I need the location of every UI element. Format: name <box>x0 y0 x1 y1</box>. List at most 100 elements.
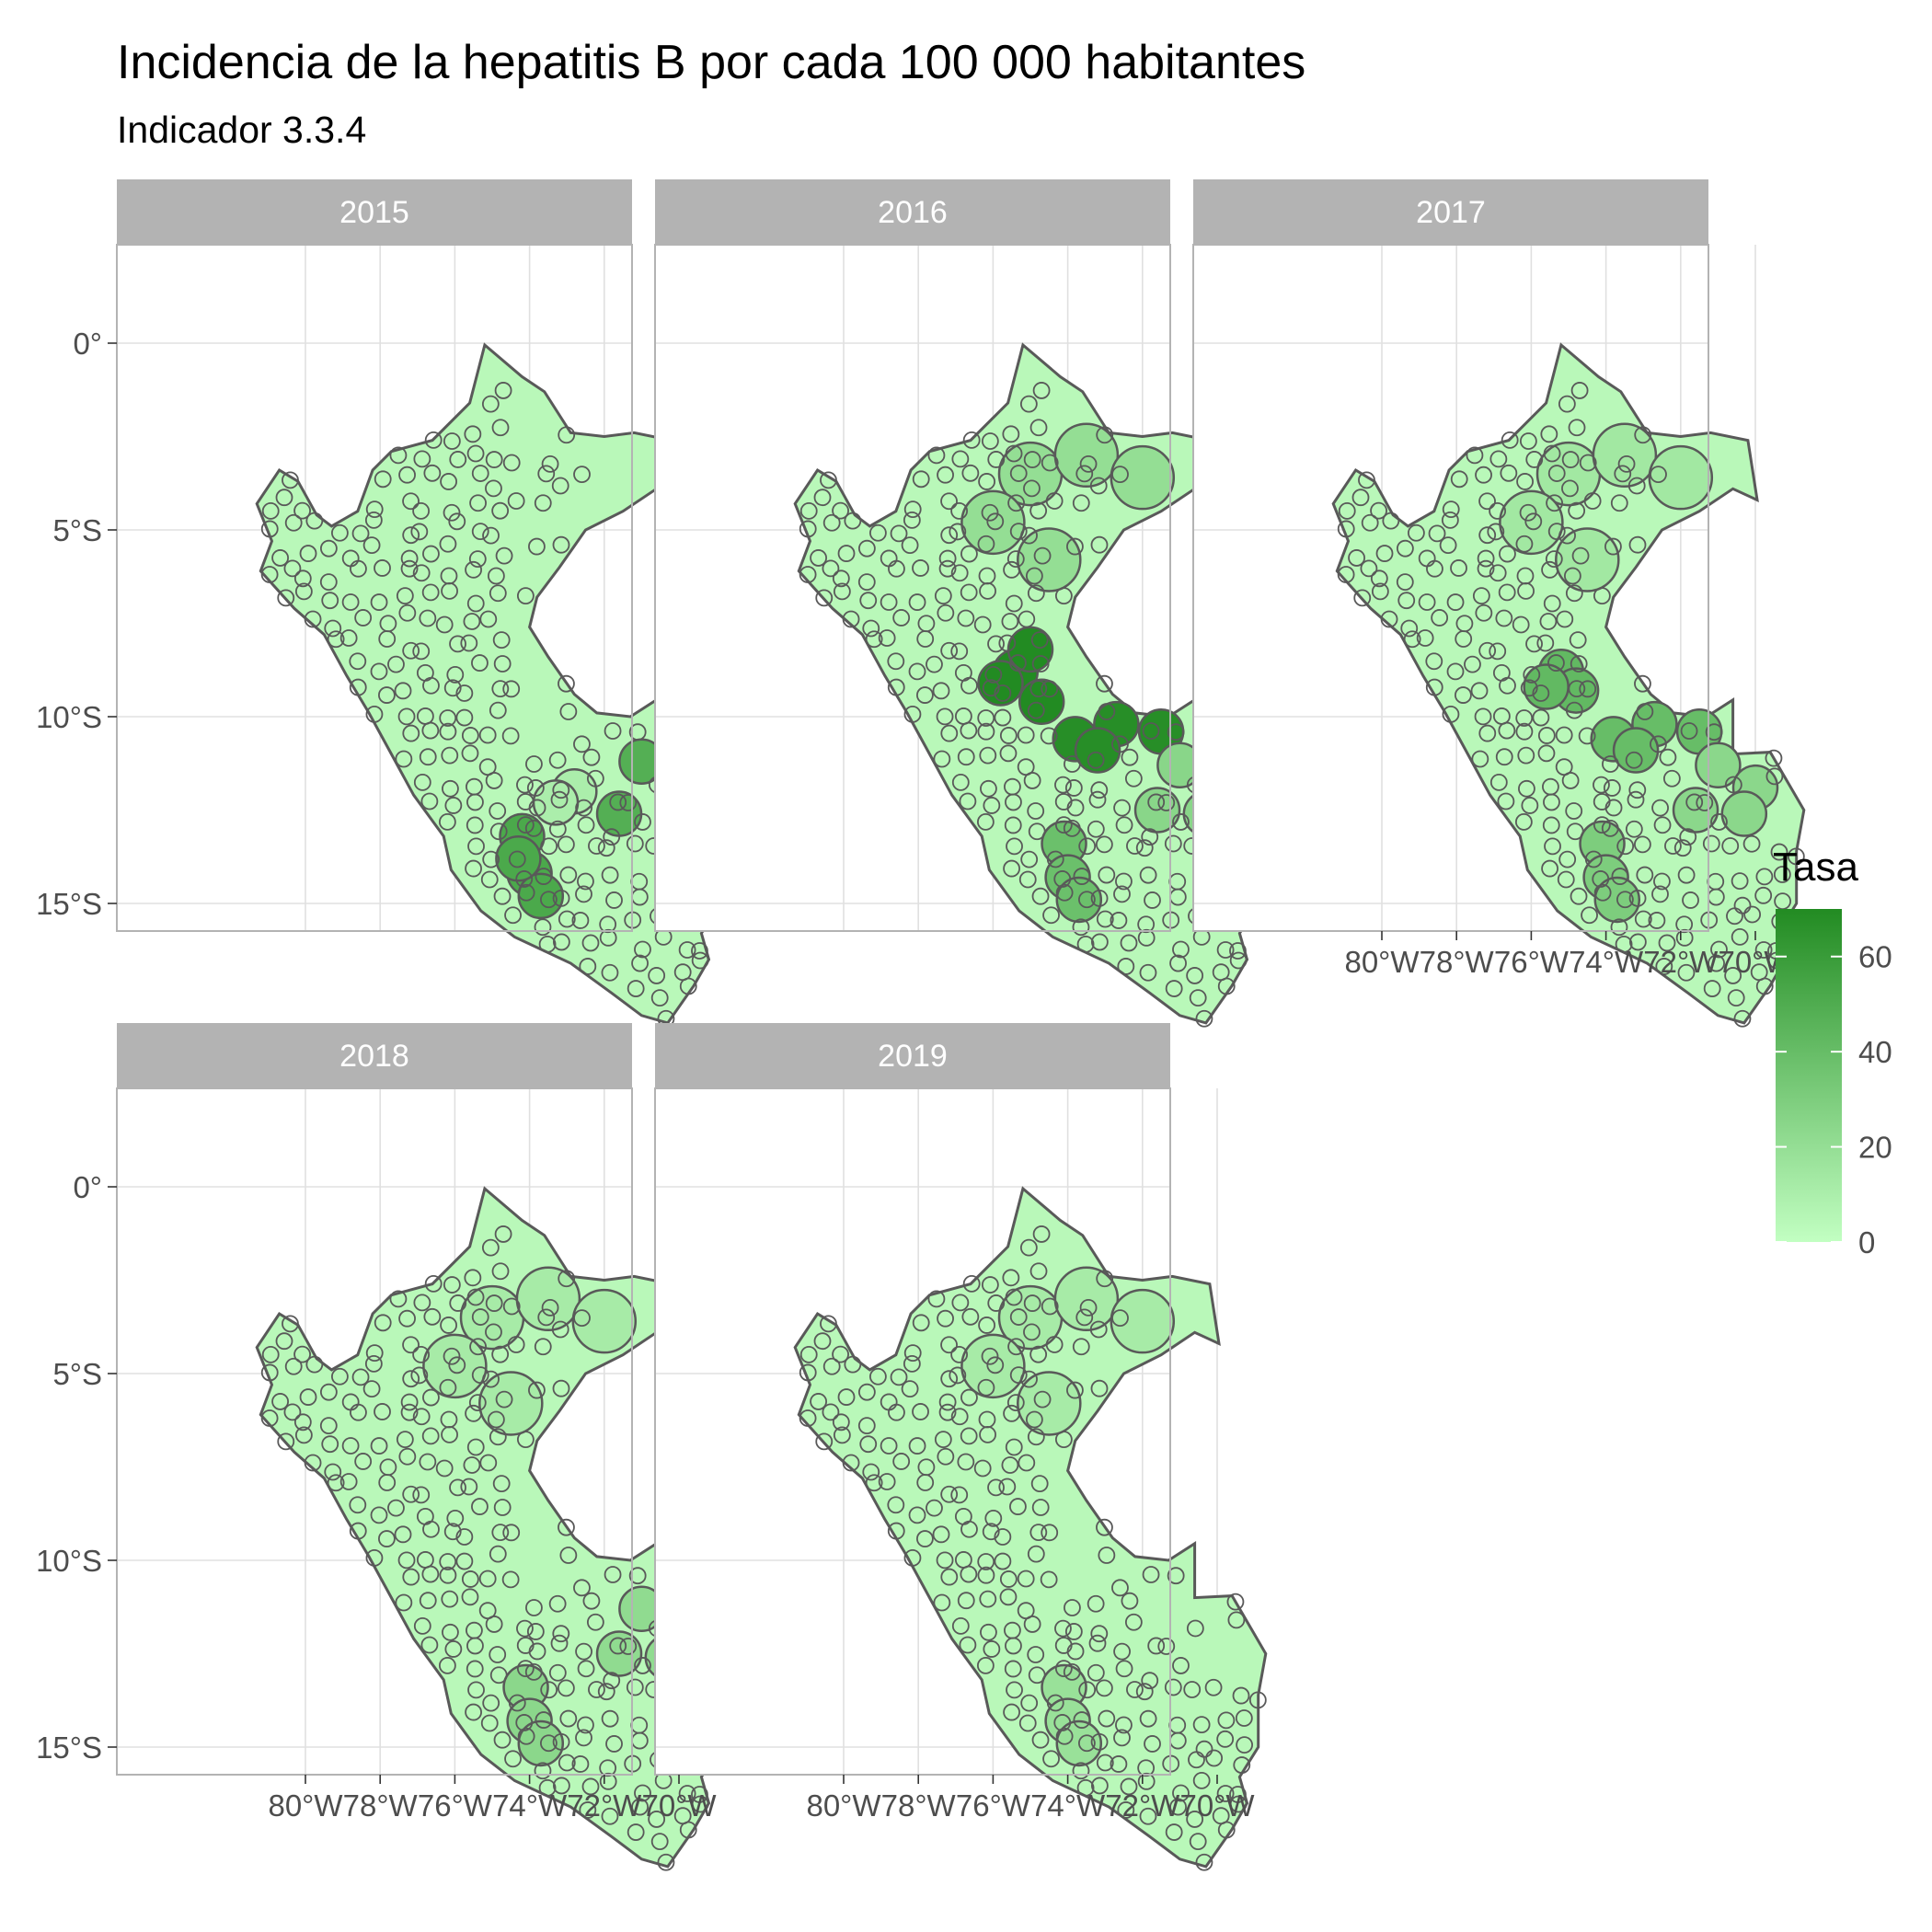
province-border <box>619 794 638 811</box>
x-tick-label: 76°W <box>418 1788 493 1823</box>
province-border <box>481 395 500 413</box>
province-border <box>1072 918 1090 937</box>
country-outline <box>255 342 730 1025</box>
province-border <box>573 735 591 753</box>
province-border <box>937 1447 955 1466</box>
province-border <box>534 918 552 937</box>
province-border <box>950 1486 969 1504</box>
province-border <box>832 569 850 588</box>
province-border <box>916 686 934 704</box>
province-border <box>351 1368 370 1386</box>
province-border <box>362 536 381 555</box>
province-border <box>880 1437 898 1455</box>
province-border <box>442 1623 459 1641</box>
province-border <box>441 746 459 765</box>
province-border <box>304 610 322 628</box>
province-border <box>455 1552 474 1570</box>
province-border <box>961 464 980 482</box>
province-border <box>1137 928 1156 947</box>
province-border <box>1655 958 1673 975</box>
province-border <box>1007 494 1025 512</box>
province-border <box>959 792 977 811</box>
province-border <box>1141 828 1159 846</box>
strip-2017 <box>1193 179 1708 245</box>
province-border <box>402 492 420 511</box>
province-border <box>387 1499 405 1517</box>
province-border <box>1009 1308 1028 1326</box>
province-border <box>1611 868 1629 885</box>
province-border <box>842 1454 860 1472</box>
province-border <box>1382 512 1400 530</box>
province-border <box>1755 868 1774 886</box>
province-border <box>1113 1642 1131 1661</box>
province-border <box>1031 1499 1050 1516</box>
province-border <box>466 594 485 613</box>
strip-2015 <box>117 179 632 245</box>
province-border <box>1088 790 1107 809</box>
province-border <box>1472 587 1490 605</box>
province-border <box>1157 1638 1176 1655</box>
province-border <box>976 1656 995 1674</box>
province-border <box>412 642 431 661</box>
province-border <box>1360 559 1378 578</box>
province-border <box>275 1332 293 1351</box>
province-border <box>1142 1566 1160 1583</box>
province-border <box>1004 816 1022 834</box>
province-border <box>1546 494 1563 512</box>
province-border <box>412 1486 431 1504</box>
province-border <box>862 619 880 638</box>
province-border <box>1441 511 1459 529</box>
province-border <box>277 589 295 607</box>
province-border <box>396 587 414 605</box>
province-border <box>558 1754 576 1772</box>
province-border <box>374 1403 391 1420</box>
province-border <box>960 545 978 563</box>
province-border <box>813 489 832 507</box>
strip-label-2018: 2018 <box>339 1039 409 1074</box>
province-border <box>934 587 952 605</box>
province-border <box>1351 489 1370 507</box>
province-border <box>471 1308 489 1326</box>
province-border <box>813 1332 832 1351</box>
province-border <box>1616 837 1635 856</box>
province-border <box>1088 1634 1107 1652</box>
region-ucayali-atalaya <box>1074 727 1121 774</box>
province-border <box>439 709 457 727</box>
province-border <box>973 1459 992 1478</box>
province-border <box>271 549 289 567</box>
y-tick-label: 10°S <box>36 700 102 734</box>
province-border <box>410 1366 429 1385</box>
province-border <box>799 1409 817 1427</box>
province-border <box>1248 1691 1267 1709</box>
province-border <box>1029 1345 1048 1363</box>
province-border <box>1041 454 1059 472</box>
province-border <box>1515 722 1534 741</box>
province-border <box>1169 954 1187 972</box>
province-border <box>1593 587 1611 605</box>
province-border <box>938 549 957 568</box>
province-border <box>1396 539 1414 558</box>
province-border <box>541 454 559 473</box>
province-border <box>609 1637 627 1655</box>
province-border <box>539 891 558 909</box>
y-tick-label: 5°S <box>52 1357 102 1391</box>
province-border <box>1111 1309 1129 1328</box>
province-border <box>517 1727 535 1745</box>
province-border <box>691 951 709 970</box>
x-tick-label: 70°W <box>641 1788 717 1823</box>
province-border <box>551 477 569 495</box>
province-border <box>525 755 543 773</box>
province-border <box>1235 1709 1253 1727</box>
province-border <box>1079 1298 1098 1317</box>
region-loreto <box>1053 422 1120 489</box>
province-border <box>586 1613 604 1631</box>
province-border <box>1478 526 1497 545</box>
province-border <box>832 1413 850 1432</box>
province-border <box>516 776 534 794</box>
province-border <box>1165 1823 1183 1841</box>
province-border <box>365 500 384 519</box>
province-border <box>420 1636 439 1654</box>
province-border <box>1539 613 1558 630</box>
province-border <box>631 954 649 972</box>
province-border <box>951 1294 970 1312</box>
